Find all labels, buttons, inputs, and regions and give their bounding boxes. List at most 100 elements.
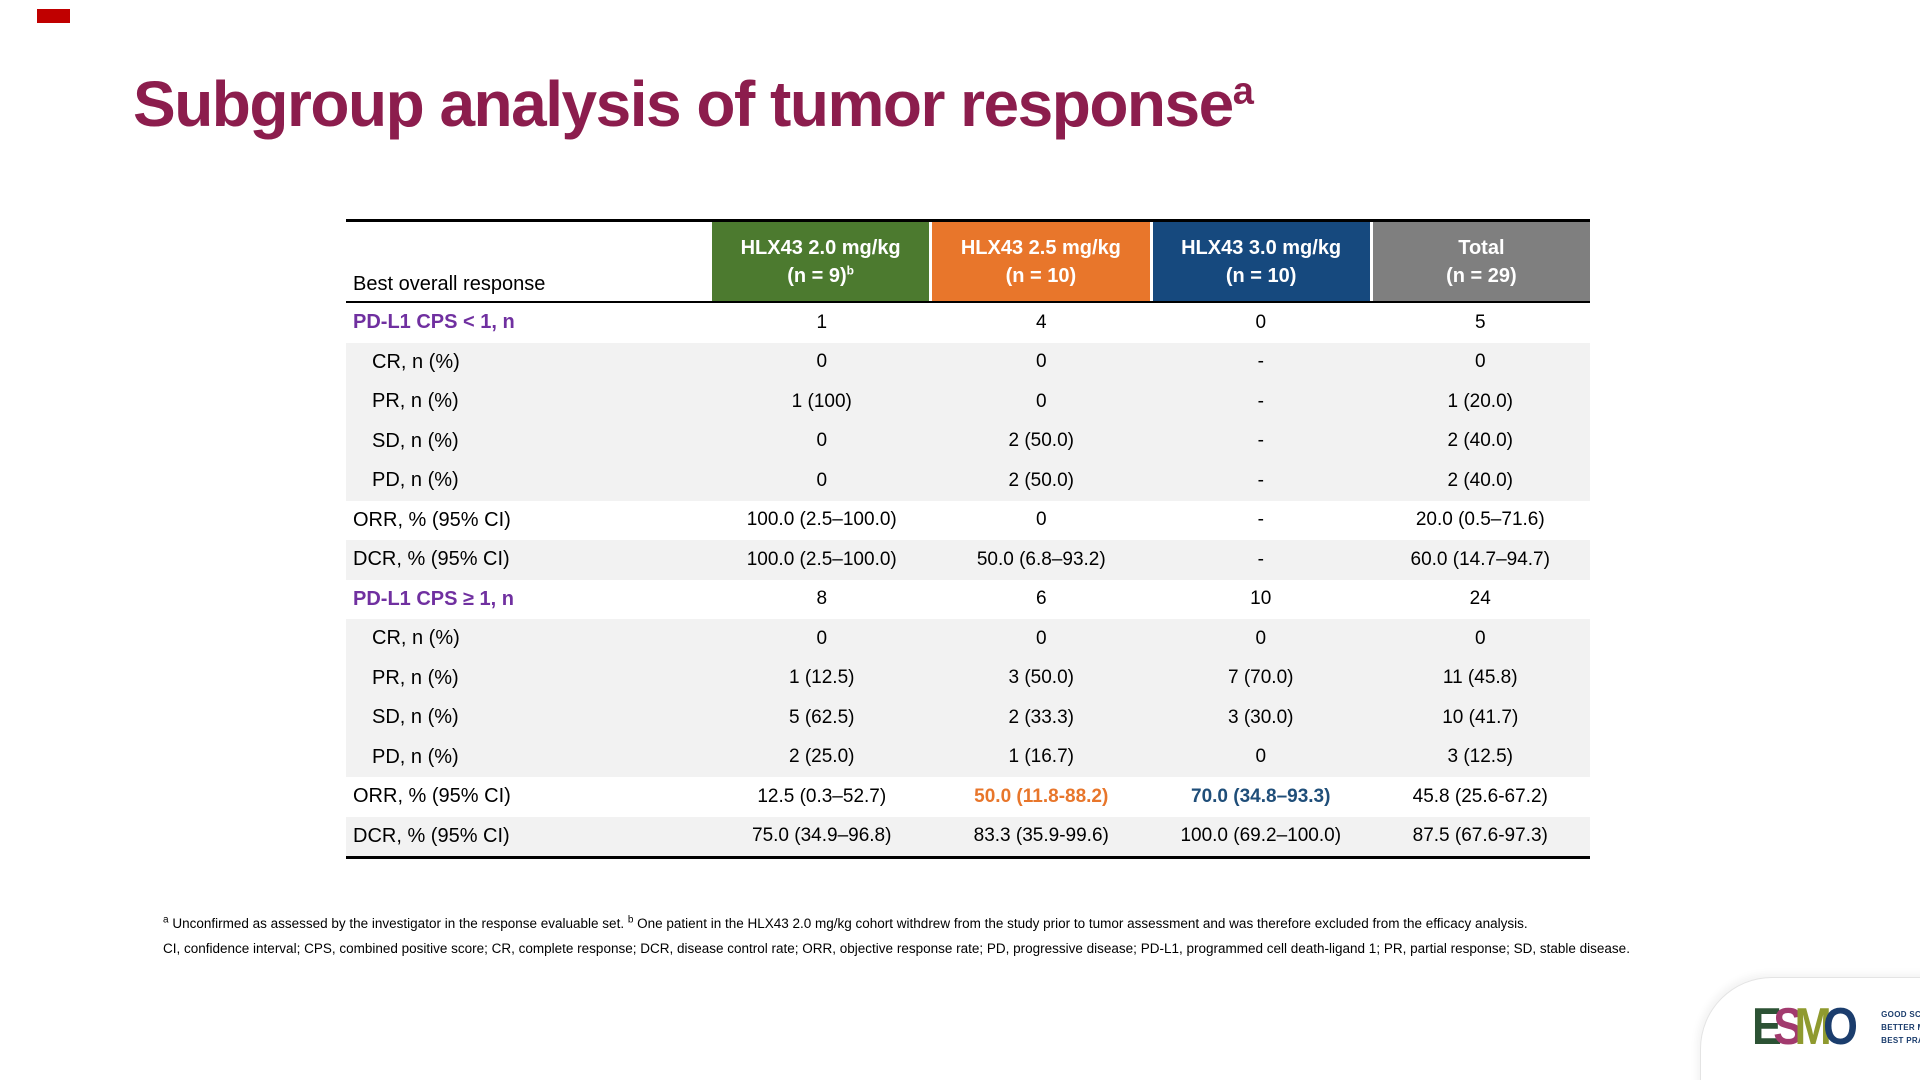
table-cell: 83.3 (35.9-99.6) xyxy=(973,825,1109,847)
column-header: HLX43 2.0 mg/kg (n = 9)b xyxy=(712,222,930,301)
table-cell: 60.0 (14.7–94.7) xyxy=(1410,548,1550,570)
table-row: SD, n (%) 5 (62.5) 2 (33.3) 3 (30.0) 10 (41.… xyxy=(346,698,1590,738)
row-label: PD, n (%) xyxy=(372,745,459,768)
footnote-line-2: CI, confidence interval; CPS, combined p… xyxy=(163,941,1630,956)
footnotes: a Unconfirmed as assessed by the investi… xyxy=(163,911,1633,961)
table-cell: 0 xyxy=(1035,351,1047,373)
table-cell: - xyxy=(1257,548,1264,570)
table-row: ORR, % (95% CI) 12.5 (0.3–52.7) 50.0 (11.8… xyxy=(346,777,1590,817)
table-row: PD-L1 CPS < 1, n 1 4 0 5 xyxy=(346,303,1590,343)
table-cell: 45.8 (25.6-67.2) xyxy=(1412,785,1548,807)
esmo-logo: ESMO GOOD SCIENCE BETTER MEDICINE BEST P… xyxy=(1752,1001,1920,1053)
row-label: ORR, % (95% CI) xyxy=(353,785,511,808)
column-header: HLX43 3.0 mg/kg (n = 10) xyxy=(1149,222,1370,301)
table-cell: 1 (100) xyxy=(791,390,852,412)
footnote-a-text: Unconfirmed as assessed by the investiga… xyxy=(168,916,628,931)
table-cell: 4 xyxy=(1035,311,1047,333)
footnote-superscript-b: b xyxy=(627,914,634,926)
table-cell: 20.0 (0.5–71.6) xyxy=(1415,509,1545,531)
table-row: PD, n (%) 0 2 (50.0) - 2 (40.0) xyxy=(346,461,1590,501)
response-table: Best overall response HLX43 2.0 mg/kg (n … xyxy=(346,219,1590,859)
row-label: PD-L1 CPS ≥ 1, n xyxy=(353,587,515,610)
table-cell: 0 xyxy=(1474,627,1486,649)
table-cell: 1 xyxy=(816,311,828,333)
table-row: PR, n (%) 1 (100) 0 - 1 (20.0) xyxy=(346,382,1590,422)
table-cell: 87.5 (67.6-97.3) xyxy=(1412,825,1548,847)
esmo-logo-letters: ESMO xyxy=(1752,1001,1858,1053)
esmo-letter: O xyxy=(1823,998,1858,1056)
footnote-b-text: One patient in the HLX43 2.0 mg/kg cohor… xyxy=(633,916,1528,931)
table-cell: 3 (50.0) xyxy=(1008,667,1074,689)
table-cell: 7 (70.0) xyxy=(1228,667,1294,689)
table-cell: 5 xyxy=(1474,311,1486,333)
table-cell: 10 (41.7) xyxy=(1442,706,1519,728)
table-row: PD, n (%) 2 (25.0) 1 (16.7) 0 3 (12.5) xyxy=(346,737,1590,777)
top-left-accent-bar xyxy=(37,9,70,23)
table-cell: 50.0 (6.8–93.2) xyxy=(976,548,1106,570)
table-cell: 100.0 (2.5–100.0) xyxy=(746,548,897,570)
page-title-text: Subgroup analysis of tumor response xyxy=(133,68,1234,140)
table-cell: 100.0 (69.2–100.0) xyxy=(1180,825,1342,847)
esmo-tagline-line: BEST PRACTICE xyxy=(1881,1035,1920,1045)
table-cell: 1 (16.7) xyxy=(1008,746,1074,768)
table-cell: 2 (50.0) xyxy=(1008,469,1074,491)
row-label: PR, n (%) xyxy=(372,390,459,413)
best-overall-response-label: Best overall response xyxy=(353,273,546,295)
row-label: DCR, % (95% CI) xyxy=(353,548,510,571)
row-label: PD-L1 CPS < 1, n xyxy=(353,311,515,334)
table-cell: 0 xyxy=(1255,311,1267,333)
table-row: SD, n (%) 0 2 (50.0) - 2 (40.0) xyxy=(346,421,1590,461)
table-cell: 2 (50.0) xyxy=(1008,430,1074,452)
table-cell: 0 xyxy=(1035,509,1047,531)
table-cell: 24 xyxy=(1469,588,1491,610)
page-title: Subgroup analysis of tumor responsea xyxy=(133,66,1254,142)
table-cell: 2 (25.0) xyxy=(789,746,855,768)
table-cell: 6 xyxy=(1035,588,1047,610)
esmo-letter: E xyxy=(1752,998,1782,1056)
column-header: Total (n = 29) xyxy=(1369,222,1590,301)
esmo-letter: S xyxy=(1773,998,1803,1056)
table-cell: 0 xyxy=(1035,390,1047,412)
esmo-tagline: GOOD SCIENCE BETTER MEDICINE BEST PRACTI… xyxy=(1881,1008,1920,1047)
row-label: ORR, % (95% CI) xyxy=(353,508,511,531)
table-row: PD-L1 CPS ≥ 1, n 8 6 10 24 xyxy=(346,580,1590,620)
table-cell: 2 (40.0) xyxy=(1447,430,1513,452)
table-cell: 2 (40.0) xyxy=(1447,469,1513,491)
table-cell: 50.0 (11.8-88.2) xyxy=(974,785,1109,807)
table-cell: 3 (12.5) xyxy=(1447,746,1513,768)
table-cell: 70.0 (34.8–93.3) xyxy=(1191,785,1331,807)
table-cell: 0 xyxy=(1255,627,1267,649)
row-label: CR, n (%) xyxy=(372,627,460,650)
table-cell: - xyxy=(1257,390,1264,412)
table-cell: 0 xyxy=(1255,746,1267,768)
table-header-columns: HLX43 2.0 mg/kg (n = 9)b HLX43 2.5 mg/kg (n… xyxy=(712,222,1590,301)
column-header: HLX43 2.5 mg/kg (n = 10) xyxy=(929,222,1150,301)
table-body: PD-L1 CPS < 1, n 1 4 0 5 CR, n (%) 0 0-0 PR, n (… xyxy=(346,303,1590,856)
table-cell: 10 xyxy=(1250,588,1272,610)
table-cell: 3 (30.0) xyxy=(1228,706,1294,728)
table-cell: 0 xyxy=(816,469,828,491)
table-cell: 8 xyxy=(816,588,828,610)
table-row: DCR, % (95% CI) 100.0 (2.5–100.0) 50.0 (6.… xyxy=(346,540,1590,580)
bottom-right-card xyxy=(1700,977,1920,1080)
table-cell: 1 (20.0) xyxy=(1447,390,1513,412)
table-row: CR, n (%) 0 0 - 0 xyxy=(346,342,1590,382)
row-label: CR, n (%) xyxy=(372,350,460,373)
footnote-line-1: a Unconfirmed as assessed by the investi… xyxy=(163,911,1633,936)
table-header-label: Best overall response xyxy=(346,222,712,301)
footnote-superscript-a: a xyxy=(163,914,169,926)
table-cell: 0 xyxy=(816,627,828,649)
table-header-row: Best overall response HLX43 2.0 mg/kg (n … xyxy=(346,222,1590,303)
page-title-superscript: a xyxy=(1232,70,1254,113)
table-cell: 0 xyxy=(1035,627,1047,649)
table-row: DCR, % (95% CI) 75.0 (34.9–96.8) 83.3 (35.… xyxy=(346,816,1590,856)
row-label: DCR, % (95% CI) xyxy=(353,824,510,847)
table-cell: 0 xyxy=(1474,351,1486,373)
row-label: SD, n (%) xyxy=(372,429,459,452)
table-cell: 12.5 (0.3–52.7) xyxy=(757,785,887,807)
table-cell: 5 (62.5) xyxy=(789,706,855,728)
table-row: PR, n (%) 1 (12.5) 3 (50.0) 7 (70.0) 11 (45.… xyxy=(346,658,1590,698)
esmo-tagline-line: BETTER MEDICINE xyxy=(1881,1022,1920,1032)
table-cell: 75.0 (34.9–96.8) xyxy=(752,825,892,847)
table-cell: 2 (33.3) xyxy=(1008,706,1074,728)
